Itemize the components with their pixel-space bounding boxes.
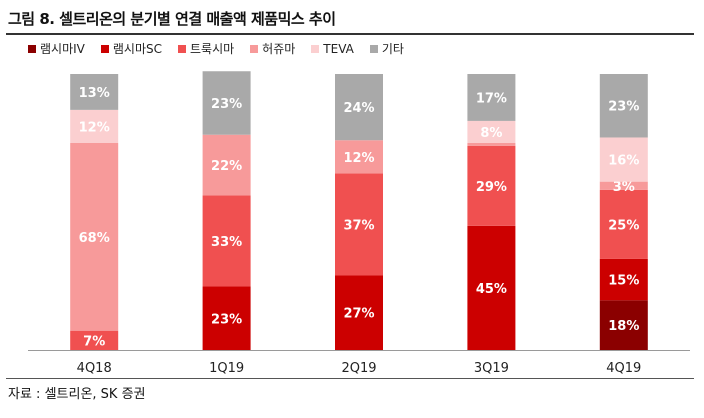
x-tick-label: 1Q19	[209, 361, 244, 376]
bar-segment	[202, 286, 251, 350]
legend-swatch	[250, 44, 259, 53]
legend-label: 허쥬마	[262, 42, 296, 56]
legend-item: 램시마IV	[28, 40, 85, 57]
legend-item: 트룩시마	[178, 40, 234, 57]
data-label: 22%	[211, 159, 242, 174]
legend-item: 램시마SC	[100, 40, 162, 57]
bar-segment	[599, 74, 648, 138]
data-label: 27%	[343, 307, 374, 322]
bar-segment	[70, 330, 119, 350]
bar-segment	[335, 275, 383, 350]
bar-segment	[467, 120, 516, 143]
x-tick-label: 4Q18	[77, 361, 112, 376]
bar-segment	[335, 74, 383, 141]
legend-swatch	[311, 44, 320, 53]
legend-item: 기타	[369, 40, 404, 57]
data-label: 68%	[79, 231, 110, 246]
x-tick-label: 4Q19	[606, 361, 641, 376]
figure-title: 그림 8. 셀트리온의 분기별 연결 매출액 제품믹스 추이	[8, 10, 336, 28]
data-label: 12%	[79, 120, 110, 135]
legend-item: 허쥬마	[250, 40, 295, 57]
bar-segment	[202, 134, 251, 196]
data-label: 12%	[343, 151, 374, 166]
data-label: 23%	[211, 97, 242, 112]
data-label: 7%	[83, 334, 105, 349]
data-label: 25%	[608, 218, 639, 233]
legend-swatch	[28, 44, 36, 53]
data-label: 13%	[79, 86, 110, 101]
data-label: 29%	[476, 180, 507, 195]
bar-segment	[70, 109, 119, 143]
bar-segment	[599, 300, 648, 350]
title-rule	[6, 33, 694, 35]
bar-segment	[335, 173, 383, 276]
data-label: 23%	[211, 312, 242, 327]
bar-segment	[202, 71, 251, 135]
legend-swatch	[369, 44, 378, 53]
source-note: 자료 : 셀트리온, SK 증권	[8, 387, 146, 402]
legend-label: 램시마SC	[112, 42, 162, 56]
data-label: 18%	[608, 319, 639, 334]
data-label: 37%	[343, 218, 374, 233]
bar-segment	[202, 195, 251, 287]
bar-segment	[467, 225, 516, 350]
data-label: 45%	[476, 282, 507, 297]
stacked-bar-chart: 7% 68% 12% 13% 4Q18 23% 33% 22% 23% 1Q19 27% 37% 12%…	[28, 71, 690, 376]
data-label: 33%	[211, 235, 242, 250]
bar-segment	[70, 143, 119, 331]
data-label: 24%	[343, 101, 374, 116]
bar-segment	[70, 74, 119, 110]
data-label: 23%	[608, 100, 639, 115]
bottom-rule	[6, 378, 694, 379]
x-tick-label: 2Q19	[341, 361, 376, 376]
data-label: 8%	[480, 126, 502, 141]
bar-segment	[599, 181, 648, 190]
bar-segment	[599, 137, 648, 182]
legend: 램시마IV 램시마SC 트룩시마 허쥬마 TEVA 기타	[28, 40, 404, 57]
bar-segment	[467, 145, 516, 226]
legend-label: 기타	[381, 42, 404, 56]
bar-segment	[599, 189, 648, 259]
data-label: 16%	[608, 154, 639, 169]
legend-label: 트룩시마	[190, 42, 235, 56]
legend-label: TEVA	[323, 41, 354, 56]
bar-segment	[467, 74, 516, 121]
x-tick-label: 3Q19	[474, 361, 509, 376]
bar-segment	[467, 143, 516, 146]
data-label: 15%	[608, 274, 639, 289]
legend-item: TEVA	[311, 42, 354, 56]
legend-label: 램시마IV	[40, 42, 85, 56]
data-label: 3%	[613, 180, 635, 195]
legend-swatch	[178, 44, 186, 53]
bar-segment	[335, 140, 383, 174]
data-label: 17%	[476, 91, 507, 106]
bar-segment	[599, 258, 648, 301]
legend-swatch	[100, 44, 109, 53]
